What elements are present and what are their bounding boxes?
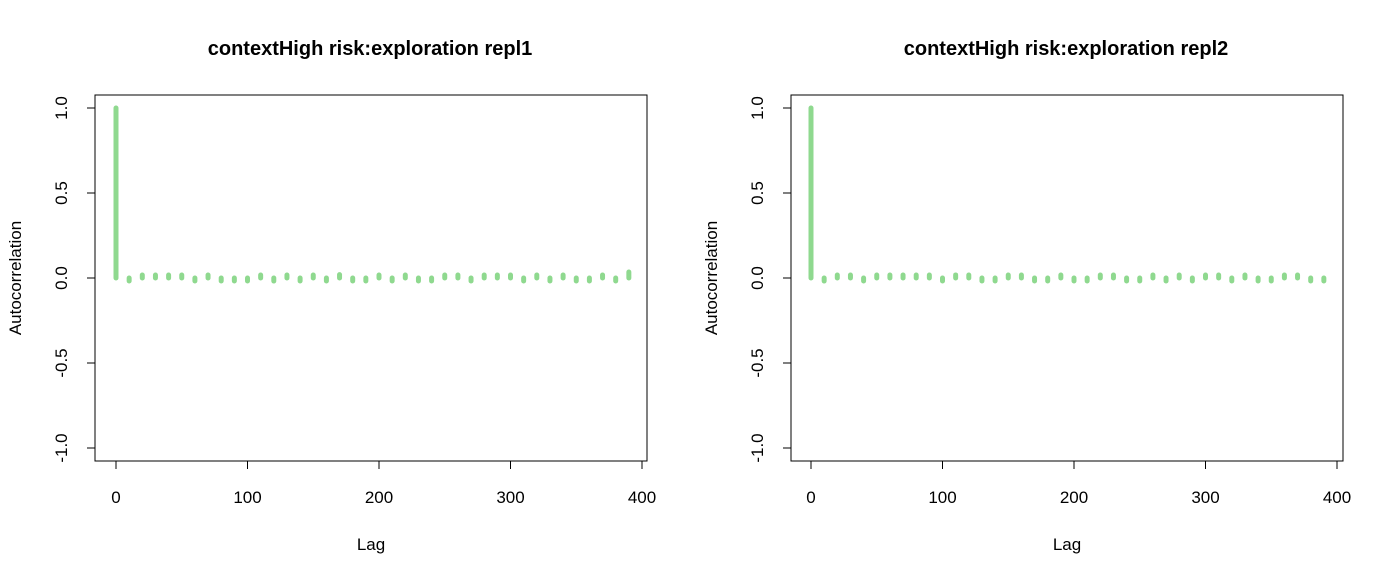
- y-tick-label: 0.0: [52, 266, 71, 290]
- y-tick-label: 0.5: [748, 181, 767, 205]
- y-tick-label: -0.5: [52, 348, 71, 377]
- x-tick-label: 400: [628, 488, 656, 507]
- x-tick-label: 0: [111, 488, 120, 507]
- chart-title: contextHigh risk:exploration repl1: [208, 38, 533, 60]
- y-tick-label: 0.0: [748, 266, 767, 290]
- y-axis-label: Autocorrelation: [6, 221, 25, 335]
- acf-bars: [113, 105, 632, 284]
- y-axis-label: Autocorrelation: [702, 221, 721, 335]
- y-tick-label: -1.0: [52, 433, 71, 462]
- y-tick-label: -1.0: [748, 433, 767, 462]
- x-axis: 0 100 200 300 400: [806, 460, 1351, 507]
- x-axis-label: Lag: [1053, 535, 1081, 554]
- x-tick-label: 100: [233, 488, 261, 507]
- x-tick-label: 400: [1323, 488, 1351, 507]
- x-axis: 0 100 200 300 400: [111, 460, 656, 507]
- chart-title: contextHigh risk:exploration repl2: [904, 38, 1229, 60]
- y-tick-label: -0.5: [748, 348, 767, 377]
- acf-panel-repl2: contextHigh risk:exploration repl2 0 100 2…: [702, 38, 1351, 554]
- y-axis: -1.0 -0.5 0.0 0.5 1.0: [748, 96, 792, 463]
- y-tick-label: 0.5: [52, 181, 71, 205]
- y-tick-label: 1.0: [52, 96, 71, 120]
- y-axis: -1.0 -0.5 0.0 0.5 1.0: [52, 96, 96, 463]
- x-tick-label: 200: [365, 488, 393, 507]
- x-tick-label: 0: [806, 488, 815, 507]
- x-tick-label: 300: [1191, 488, 1219, 507]
- acf-bars: [808, 105, 1327, 284]
- x-axis-label: Lag: [357, 535, 385, 554]
- y-tick-label: 1.0: [748, 96, 767, 120]
- x-tick-label: 200: [1060, 488, 1088, 507]
- x-tick-label: 300: [496, 488, 524, 507]
- x-tick-label: 100: [928, 488, 956, 507]
- acf-panel-repl1: contextHigh risk:exploration repl1 0 100 2…: [6, 38, 656, 554]
